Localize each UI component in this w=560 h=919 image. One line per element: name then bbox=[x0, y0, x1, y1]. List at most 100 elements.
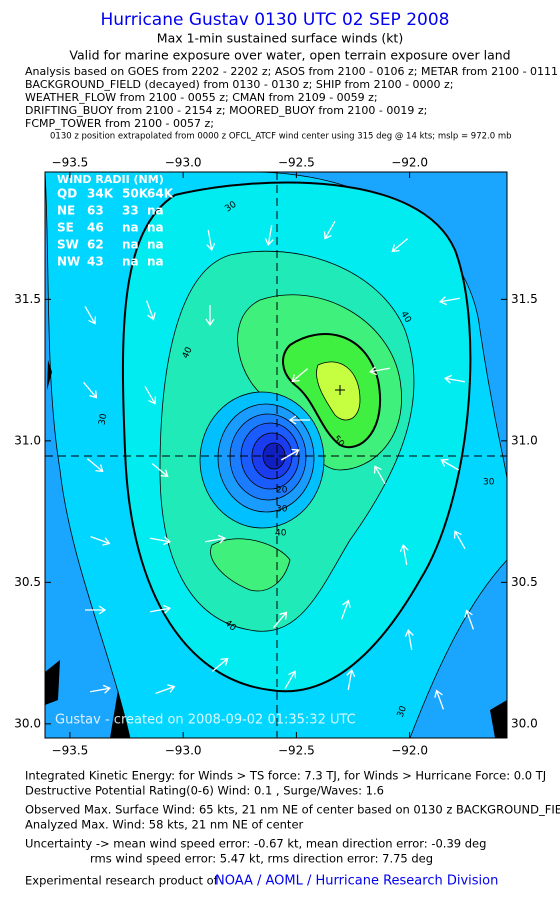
radii-cell: NW bbox=[57, 255, 80, 269]
contour-label: 30 bbox=[276, 505, 288, 515]
x-tick-label: −93.0 bbox=[165, 156, 202, 170]
radii-cell: na bbox=[147, 255, 164, 269]
wind-arrow bbox=[90, 684, 112, 694]
radii-header: QD bbox=[57, 187, 77, 201]
wind-arrow bbox=[284, 670, 297, 689]
wind-arrow bbox=[206, 230, 216, 252]
analysis-line: Analysis based on GOES from 2202 - 2202 … bbox=[25, 65, 560, 78]
contour-region bbox=[316, 361, 361, 421]
radii-cell: 62 bbox=[87, 238, 104, 252]
wind-arrow bbox=[291, 368, 309, 383]
wind-arrow bbox=[83, 381, 98, 399]
wind-arrow-shape bbox=[440, 458, 459, 471]
wind-arrow bbox=[145, 300, 156, 321]
wind-arrow bbox=[86, 458, 104, 473]
x-tick-label: −93.5 bbox=[52, 156, 89, 170]
wind-arrow bbox=[144, 386, 157, 405]
wind-arrow bbox=[205, 534, 227, 544]
wind-arrow-shape bbox=[281, 448, 300, 461]
wind-arrow bbox=[438, 296, 460, 306]
wind-arrow bbox=[340, 599, 351, 620]
map: 30 40 40 30 50 20 30 40 40 30 30 WIND RA… bbox=[45, 172, 507, 738]
wind-arrow-shape bbox=[373, 465, 386, 484]
wind-arrow-shape bbox=[84, 306, 97, 325]
subtitle: Max 1-min sustained surface winds (kt) bbox=[157, 31, 403, 46]
contour-label: 30 bbox=[98, 413, 110, 426]
radii-cell: na bbox=[122, 238, 139, 252]
wind-arrow bbox=[151, 463, 169, 478]
wind-arrow-shape bbox=[323, 221, 336, 240]
radii-cell: 46 bbox=[87, 221, 104, 235]
wind-arrow bbox=[211, 657, 229, 672]
wind-arrow-shape bbox=[443, 374, 465, 384]
radii-header: 34K bbox=[87, 187, 114, 201]
wind-vectors bbox=[83, 221, 475, 710]
max-wind-marker bbox=[335, 385, 345, 395]
footer-line: Uncertainty -> mean wind speed error: -0… bbox=[25, 837, 486, 851]
radii-cell: SE bbox=[57, 221, 74, 235]
radii-cell: 43 bbox=[87, 255, 104, 269]
wind-arrow-shape bbox=[346, 668, 356, 690]
footer-line: Integrated Kinetic Energy: for Winds > T… bbox=[25, 769, 546, 783]
footer-line: Analyzed Max. Wind: 58 kts, 21 nm NE of … bbox=[25, 818, 304, 832]
radii-header: 50K bbox=[122, 187, 149, 201]
wind-arrow-shape bbox=[150, 536, 172, 546]
contour-region bbox=[210, 538, 291, 592]
wind-arrow bbox=[150, 604, 172, 614]
wind-arrow bbox=[440, 458, 459, 471]
wind-arrow-shape bbox=[86, 458, 104, 473]
radii-header: 64K bbox=[147, 187, 174, 201]
wind-arrow bbox=[391, 238, 409, 253]
wind-arrow-shape bbox=[404, 628, 414, 650]
y-tick-label: 30.5 bbox=[14, 575, 41, 589]
wind-arrow-shape bbox=[340, 599, 351, 620]
radii-cell: NE bbox=[57, 204, 75, 218]
radii-cell: na bbox=[147, 238, 164, 252]
x-tick-label: −92.0 bbox=[391, 744, 428, 758]
wind-arrow bbox=[90, 535, 111, 546]
wind-arrow-shape bbox=[464, 609, 475, 630]
wind-arrow-shape bbox=[90, 684, 112, 694]
footer-line: rms wind speed error: 5.47 kt, rms direc… bbox=[90, 852, 433, 866]
credit-link[interactable]: NOAA / AOML / Hurricane Research Divisio… bbox=[215, 874, 498, 889]
valid-note: Valid for marine exposure over water, op… bbox=[69, 48, 510, 63]
contour-label: 40 bbox=[275, 529, 287, 539]
wind-arrow-shape bbox=[291, 368, 309, 383]
wind-arrow bbox=[346, 668, 356, 690]
wind-arrow-shape bbox=[85, 605, 107, 615]
wind-arrow-shape bbox=[151, 463, 169, 478]
radii-cell: na bbox=[147, 221, 164, 235]
wind-arrow bbox=[155, 684, 176, 695]
footer-line: Observed Max. Surface Wind: 65 kts, 21 n… bbox=[25, 803, 560, 817]
wind-arrow bbox=[150, 536, 172, 546]
analysis-line: WEATHER_FLOW from 2100 - 0055 z; CMAN fr… bbox=[25, 91, 378, 104]
wind-arrow-shape bbox=[205, 534, 227, 544]
wind-arrow bbox=[464, 609, 475, 630]
radii-cell: 63 bbox=[87, 204, 104, 218]
wind-arrow-shape bbox=[150, 604, 172, 614]
wind-arrow-shape bbox=[155, 684, 176, 695]
wind-arrow bbox=[453, 530, 466, 549]
contour-label: 30 bbox=[483, 478, 495, 488]
plot-frame bbox=[44, 171, 508, 739]
radii-cell: na bbox=[122, 255, 139, 269]
wind-arrow bbox=[85, 605, 107, 615]
wind-arrow bbox=[434, 689, 445, 710]
position-note: 0130 z position extrapolated from 0000 z… bbox=[50, 132, 512, 142]
wind-arrow bbox=[443, 374, 465, 384]
wind-arrow bbox=[399, 543, 409, 565]
wind-arrow-shape bbox=[145, 300, 156, 321]
x-tick-label: −93.0 bbox=[165, 744, 202, 758]
wind-arrow-shape bbox=[211, 657, 229, 672]
y-tick-label: 31.0 bbox=[511, 433, 538, 447]
footer-line: Destructive Potential Rating(0-6) Wind: … bbox=[25, 784, 384, 798]
y-tick-label: 30.5 bbox=[511, 575, 538, 589]
wind-arrow bbox=[84, 306, 97, 325]
wind-arrow-shape bbox=[284, 670, 297, 689]
wind-radii-title: WIND RADII (NM) bbox=[57, 173, 164, 186]
title: Hurricane Gustav 0130 UTC 02 SEP 2008 bbox=[101, 10, 450, 30]
wind-arrow bbox=[264, 225, 274, 247]
wind-arrow-shape bbox=[144, 386, 157, 405]
